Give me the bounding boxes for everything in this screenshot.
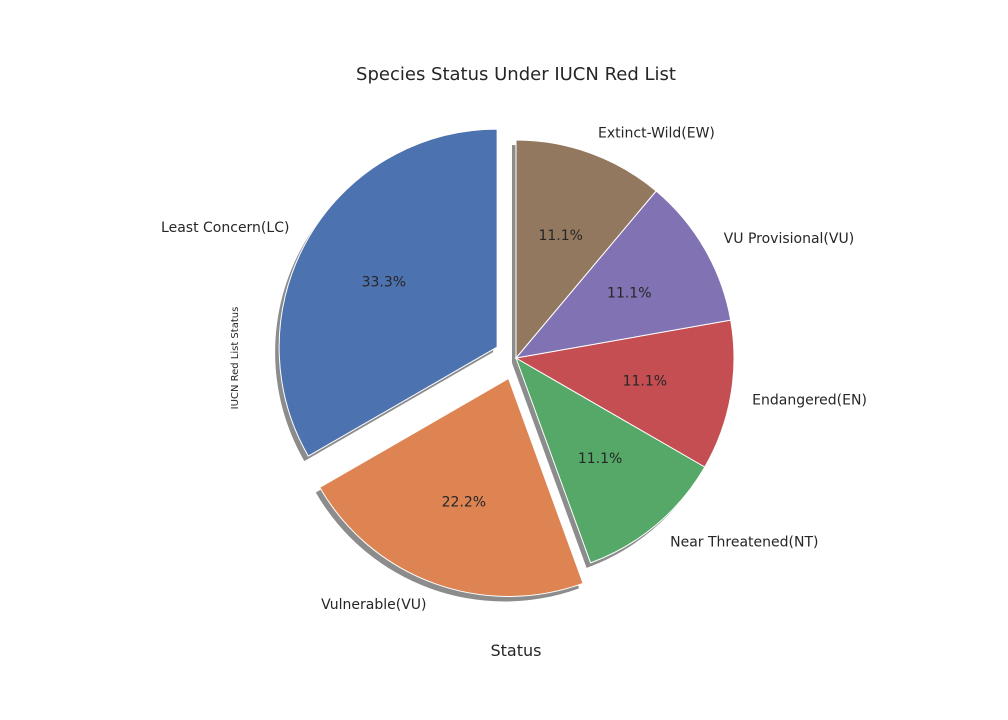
pie-slice-endangered-en bbox=[514, 319, 735, 468]
pie-slice-vulnerable-vu bbox=[319, 377, 584, 597]
slice-labels: 33.3% Least Concern(LC) 22.2% Vulnerable(VU… bbox=[161, 126, 867, 613]
y-axis-label: IUCN Red List Status bbox=[230, 307, 241, 410]
x-axis-label: Status bbox=[491, 641, 542, 660]
chart-title: Species Status Under IUCN Red List bbox=[356, 64, 676, 85]
slice-label-vulnerable-vu: Vulnerable(VU) bbox=[321, 597, 426, 613]
pct-label-least-concern-lc: 33.3% bbox=[362, 275, 406, 291]
pie-slice-extinct-wild-ew bbox=[515, 139, 657, 360]
pie-slice-near-threatened-nt bbox=[515, 356, 706, 564]
slice-label-near-threatened-nt: Near Threatened(NT) bbox=[670, 535, 818, 551]
pct-label-vulnerable-vu: 22.2% bbox=[442, 494, 486, 510]
slice-label-vu-provisional-vu: VU Provisional(VU) bbox=[724, 231, 855, 247]
slice-label-least-concern-lc: Least Concern(LC) bbox=[161, 220, 289, 236]
pct-label-near-threatened-nt: 11.1% bbox=[578, 451, 622, 467]
pct-label-extinct-wild-ew: 11.1% bbox=[538, 228, 582, 244]
slice-label-endangered-en: Endangered(EN) bbox=[752, 393, 867, 409]
pie-slices bbox=[278, 128, 735, 597]
pie-slice-least-concern-lc bbox=[278, 128, 498, 457]
pct-label-endangered-en: 11.1% bbox=[623, 374, 667, 390]
slice-label-extinct-wild-ew: Extinct-Wild(EW) bbox=[598, 126, 715, 142]
pie-slice-vu-provisional-vu bbox=[514, 190, 732, 359]
pct-label-vu-provisional-vu: 11.1% bbox=[607, 286, 651, 302]
